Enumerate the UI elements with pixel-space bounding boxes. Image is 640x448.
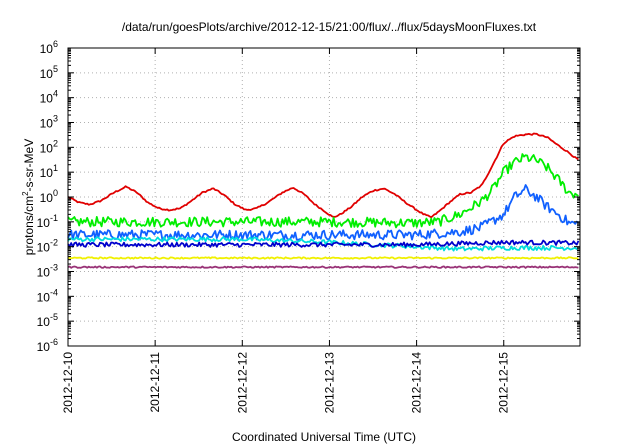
y-tick-label-exp: -5 (50, 312, 58, 322)
y-axis-label-pre: protons/cm (22, 196, 36, 255)
series-line (67, 236, 579, 252)
y-tick-label-exp: 1 (53, 163, 58, 173)
y-tick-label: 104 (40, 89, 58, 106)
y-tick-label-exp: -3 (50, 263, 58, 273)
y-axis-label-post: -s-sr-MeV (22, 139, 36, 192)
y-tick-label-base: 10 (40, 117, 54, 131)
y-tick-label-exp: 2 (53, 138, 58, 148)
y-tick-label: 10-1 (37, 213, 58, 230)
series-line (67, 153, 579, 229)
y-tick-label-base: 10 (37, 315, 51, 329)
y-tick-label-exp: -4 (50, 287, 58, 297)
y-tick-label: 10-2 (37, 238, 58, 255)
series-line (67, 265, 579, 269)
x-axis: 2012-12-10 2012-12-11 2012-12-12 2012-12-13… (61, 48, 511, 413)
y-tick-label-exp: 3 (53, 114, 58, 124)
x-tick-label: 2012-12-15 (497, 352, 511, 414)
y-tick-label: 101 (40, 163, 58, 180)
y-tick-label-exp: -6 (50, 337, 58, 347)
y-tick-label-base: 10 (40, 42, 54, 56)
series-line (67, 256, 579, 260)
y-tick-label-base: 10 (37, 241, 51, 255)
series-line (67, 132, 579, 219)
x-tick-label: 2012-12-11 (148, 352, 162, 413)
chart-title: /data/run/goesPlots/archive/2012-12-15/2… (122, 20, 537, 34)
y-tick-label-base: 10 (40, 191, 54, 205)
y-tick-label-exp: 5 (53, 64, 58, 74)
y-tick-label: 105 (40, 64, 58, 81)
y-axis-label: protons/cm2-s-sr-MeV (21, 139, 36, 255)
y-tick-label-base: 10 (40, 67, 54, 81)
y-axis: 10-610-510-410-310-210-11001011021031041… (37, 39, 580, 354)
y-tick-label: 10-5 (37, 312, 58, 329)
y-tick-label-base: 10 (40, 141, 54, 155)
x-tick-label: 2012-12-14 (410, 352, 424, 414)
y-axis-label-sup: 2 (21, 191, 30, 196)
y-tick-label-exp: 0 (53, 188, 58, 198)
y-tick-label-exp: -1 (50, 213, 58, 223)
y-tick-label-base: 10 (37, 266, 51, 280)
grid (68, 48, 580, 346)
y-tick-label: 102 (40, 138, 58, 155)
y-tick-label-base: 10 (40, 92, 54, 106)
y-tick-label-base: 10 (37, 216, 51, 230)
y-tick-label: 106 (40, 39, 58, 56)
series-layer (67, 132, 580, 269)
x-axis-label: Coordinated Universal Time (UTC) (232, 430, 416, 444)
y-tick-label-exp: -2 (50, 238, 58, 248)
y-tick-label-base: 10 (37, 290, 51, 304)
y-tick-label: 10-3 (37, 263, 58, 280)
x-tick-label: 2012-12-10 (61, 352, 75, 414)
y-tick-label: 100 (40, 188, 58, 205)
x-tick-label: 2012-12-13 (322, 352, 336, 414)
y-tick-label: 10-6 (37, 337, 58, 354)
y-tick-label-base: 10 (37, 340, 51, 354)
y-tick-label: 10-4 (37, 287, 58, 304)
x-tick-label: 2012-12-12 (235, 352, 249, 414)
y-tick-label-exp: 4 (53, 89, 58, 99)
y-tick-label: 103 (40, 114, 58, 131)
y-tick-label-exp: 6 (53, 39, 58, 49)
y-tick-label-base: 10 (40, 166, 54, 180)
series-line (67, 184, 579, 241)
series-line (67, 239, 580, 248)
